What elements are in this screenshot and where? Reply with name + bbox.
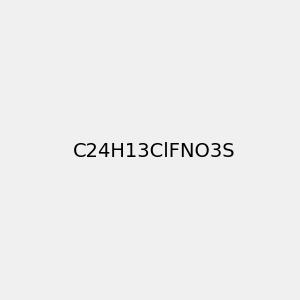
- Text: C24H13ClFNO3S: C24H13ClFNO3S: [72, 142, 235, 161]
